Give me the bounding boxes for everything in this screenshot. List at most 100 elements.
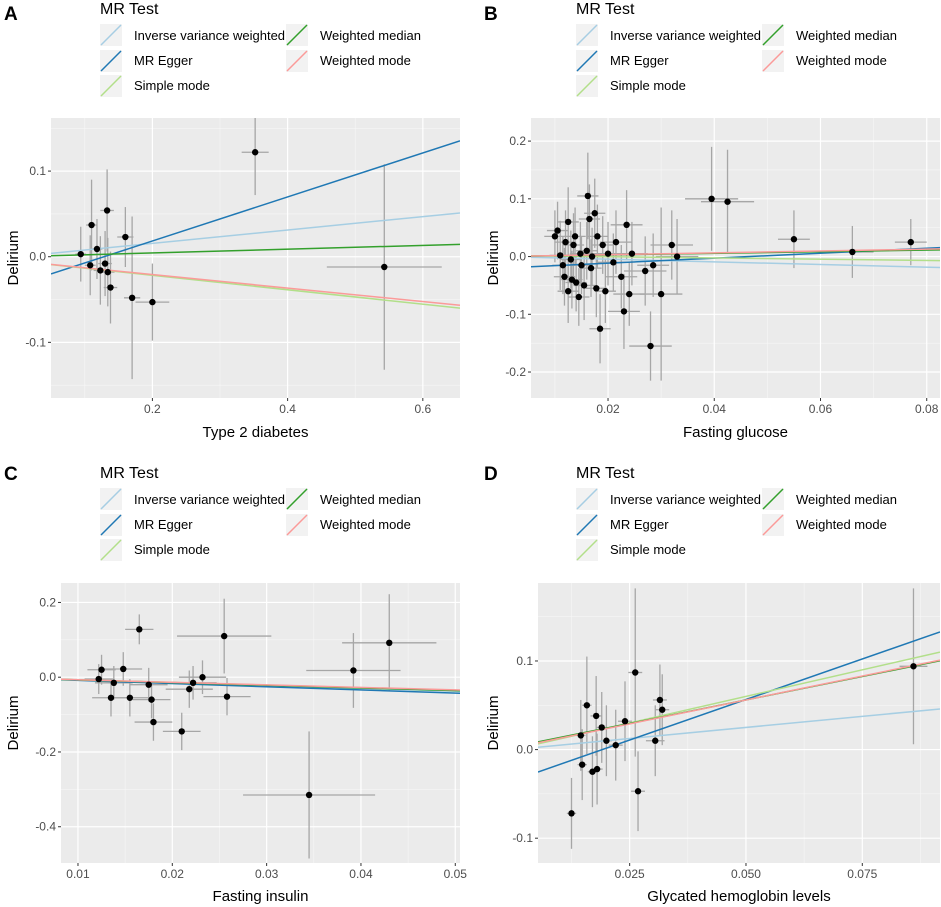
- y-tick-label: -0.1: [505, 307, 526, 321]
- data-point: [604, 250, 612, 257]
- data-point: [150, 718, 157, 726]
- data-point: [594, 233, 601, 240]
- y-axis-label: Delirium: [485, 230, 502, 285]
- data-point: [593, 285, 600, 292]
- legend-key-line: [100, 24, 122, 46]
- regression-line-weighted-mode: [531, 248, 940, 257]
- legend-key-line: [286, 24, 308, 46]
- data-point: [103, 207, 111, 214]
- data-point: [583, 247, 590, 254]
- plot-panel: [538, 583, 940, 863]
- data-point: [591, 210, 598, 217]
- legend-key-line: [100, 514, 122, 536]
- legend-key-line: [576, 75, 598, 97]
- data-point: [602, 287, 609, 295]
- x-tick-label: 0.025: [615, 867, 645, 881]
- legend-label: Weighted median: [320, 492, 421, 507]
- x-tick-label: 0.02: [161, 867, 185, 881]
- data-point: [589, 768, 596, 775]
- data-point: [148, 696, 155, 703]
- legend-key-line: [286, 488, 308, 510]
- regression-line-weighted-mode: [538, 659, 940, 744]
- data-point: [642, 267, 649, 275]
- data-point: [305, 791, 313, 799]
- regression-line-mr-egger: [51, 140, 460, 275]
- data-point: [649, 262, 657, 269]
- data-point: [593, 765, 601, 773]
- plot-area: 0.2 0.4 0.6 -0.1 0.0 0.1: [25, 118, 460, 416]
- legend-key-line: [286, 514, 308, 536]
- data-point: [559, 262, 567, 269]
- data-point: [587, 264, 595, 272]
- legend-label: Weighted median: [796, 28, 897, 43]
- x-axis-label: Glycated hemoglobin levels: [647, 888, 830, 905]
- data-point: [659, 706, 666, 713]
- legend: MR Test Inverse variance weighted MR Egg…: [100, 465, 421, 561]
- plot-clip-group: [531, 146, 940, 381]
- panel-a: A MR Test Inverse variance weighted MR E…: [4, 1, 460, 441]
- panel-c: C MR Test Inverse variance weighted MR E…: [4, 464, 467, 905]
- data-point: [251, 149, 259, 156]
- regression-line-simple-mode: [531, 255, 940, 262]
- x-tick-label: 0.05: [444, 867, 468, 881]
- plot-area: 0.01 0.02 0.03 0.04 0.05 -0.4 -0.2 0.0 0.2: [35, 583, 467, 881]
- legend-label: Weighted mode: [796, 517, 887, 532]
- data-point: [220, 632, 228, 640]
- data-point: [551, 233, 559, 240]
- data-point: [588, 253, 596, 260]
- data-point: [668, 241, 675, 249]
- y-tick-label: 0.0: [509, 250, 526, 264]
- data-point: [128, 294, 136, 302]
- regression-line-inverse-variance-weighted: [531, 256, 940, 269]
- data-point: [583, 702, 591, 709]
- data-point: [628, 250, 636, 257]
- legend-label: Weighted mode: [320, 517, 411, 532]
- legend-key-line: [100, 539, 122, 561]
- legend-key-line: [576, 24, 598, 46]
- data-point: [599, 241, 606, 249]
- data-point: [623, 221, 630, 229]
- x-axis-label: Type 2 diabetes: [203, 424, 309, 441]
- legend-key-line: [100, 488, 122, 510]
- data-point: [907, 238, 914, 246]
- x-tick-label: 0.04: [349, 867, 373, 881]
- y-tick-label: -0.2: [505, 365, 526, 379]
- legend-label: Simple mode: [134, 542, 210, 557]
- y-tick-label: -0.1: [512, 831, 533, 845]
- legend-key-line: [762, 514, 784, 536]
- data-point: [381, 263, 388, 271]
- legend-key-line: [286, 50, 308, 72]
- legend-label: MR Egger: [610, 517, 669, 532]
- data-point: [656, 696, 664, 704]
- data-point: [575, 293, 583, 301]
- legend-label: Weighted median: [796, 492, 897, 507]
- data-point: [199, 674, 206, 681]
- data-point: [93, 245, 101, 253]
- legend-key-line: [576, 488, 598, 510]
- data-point: [77, 250, 84, 258]
- y-tick-label: -0.2: [35, 745, 56, 759]
- legend-label: Inverse variance weighted: [134, 28, 285, 43]
- data-point: [652, 737, 659, 744]
- plot-area: 0.025 0.050 0.075 -0.1 0.0 0.1: [512, 583, 940, 881]
- data-point: [592, 712, 600, 720]
- legend-key-line: [762, 24, 784, 46]
- x-tick-label: 0.02: [596, 402, 620, 416]
- data-point: [350, 667, 357, 674]
- y-tick-label: 0.0: [516, 743, 533, 757]
- data-point: [97, 267, 104, 274]
- x-tick-label: 0.2: [144, 402, 161, 416]
- data-point: [223, 693, 231, 700]
- x-tick-label: 0.050: [731, 867, 761, 881]
- x-axis-label: Fasting insulin: [213, 888, 309, 905]
- data-point: [596, 325, 604, 332]
- legend-key-line: [100, 50, 122, 72]
- y-tick-label: 0.1: [29, 164, 46, 178]
- plot-panel: [61, 583, 460, 863]
- legend: MR Test Inverse variance weighted MR Egg…: [576, 465, 897, 561]
- data-point: [584, 192, 592, 200]
- data-point: [149, 298, 156, 306]
- legend-label: MR Egger: [610, 53, 669, 68]
- data-point: [632, 669, 639, 676]
